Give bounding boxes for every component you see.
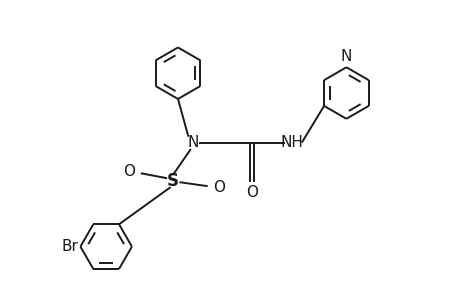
Text: O: O bbox=[123, 164, 135, 179]
Text: N: N bbox=[340, 49, 351, 64]
Text: O: O bbox=[245, 185, 257, 200]
Text: NH: NH bbox=[280, 135, 302, 150]
Text: O: O bbox=[213, 180, 224, 195]
Text: S: S bbox=[167, 172, 179, 190]
Text: N: N bbox=[187, 135, 198, 150]
Text: Br: Br bbox=[61, 239, 78, 254]
